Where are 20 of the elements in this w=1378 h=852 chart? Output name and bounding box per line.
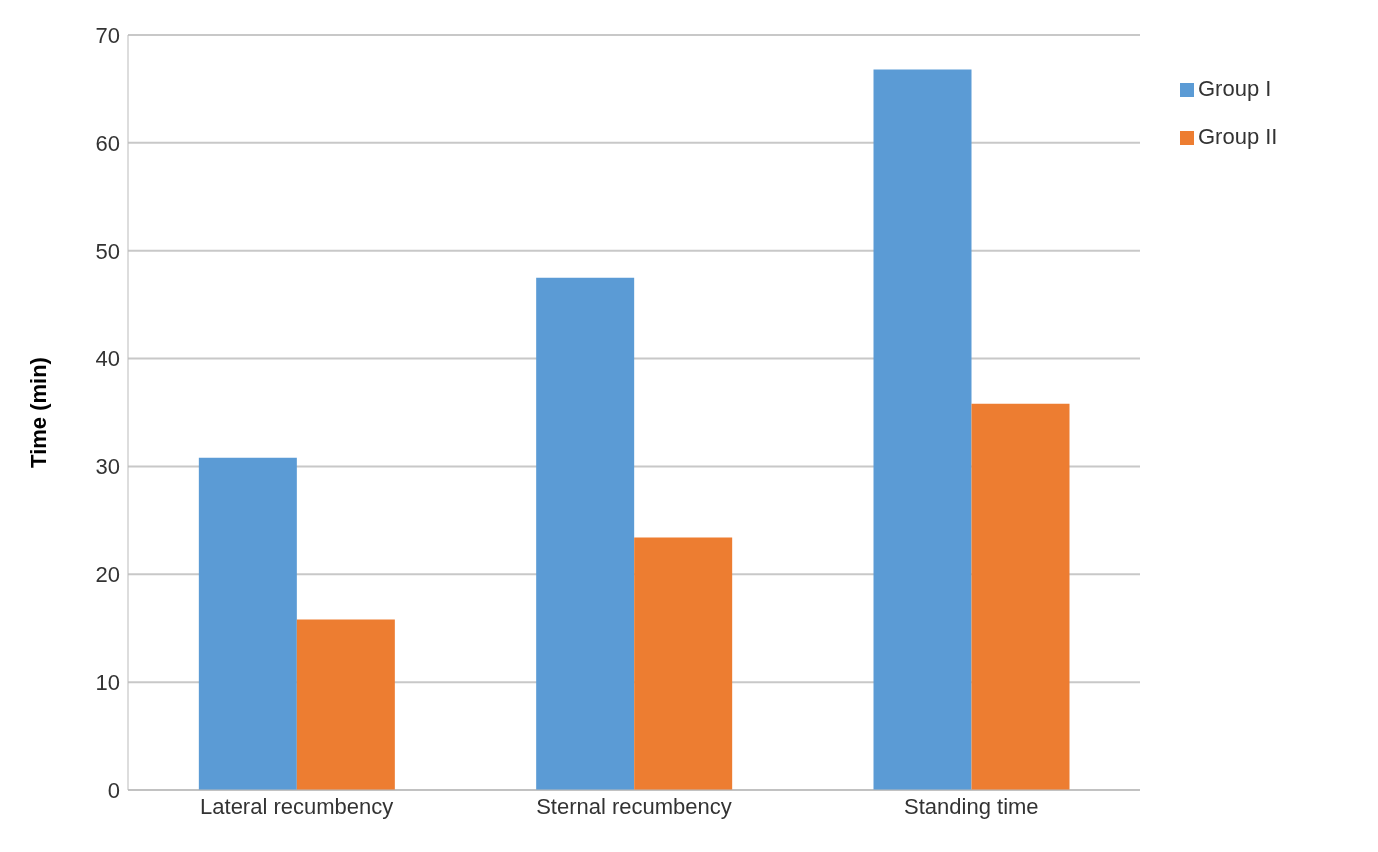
y-tick-label: 70 [95,22,120,48]
bar [634,537,733,790]
bar [198,457,297,790]
y-tick-label: 40 [95,346,120,372]
legend-label: Group II [1198,124,1278,149]
y-tick-label: 20 [95,562,120,588]
bar [971,403,1070,790]
x-tick-label: Standing time [904,793,1039,819]
y-axis-title: Time (min) [25,357,51,468]
y-tick-label: 10 [95,669,120,695]
y-tick-label: 30 [95,454,120,480]
y-tick-label: 50 [95,238,120,264]
bar [536,277,635,790]
bar [873,69,972,790]
y-tick-label: 60 [95,130,120,156]
legend-label: Group I [1198,76,1272,101]
bar [296,619,395,790]
y-tick-label: 0 [107,777,120,803]
x-tick-label: Sternal recumbency [536,793,732,819]
x-tick-label: Lateral recumbency [200,793,394,819]
